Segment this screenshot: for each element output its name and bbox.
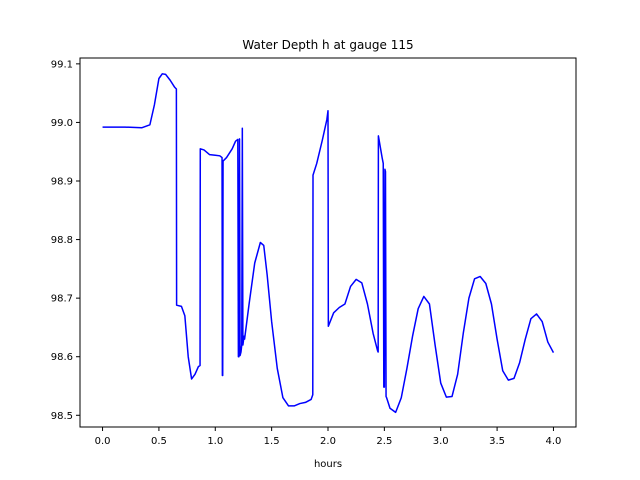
series-line-0: [102, 73, 555, 414]
x-axis: 0.0 0.5 1.0 1.5 2.0 2.5 3.0 3.5 4.0: [95, 427, 562, 447]
x-tick-label: 3.0: [433, 436, 449, 447]
y-tick-label: 99.0: [51, 118, 73, 129]
x-tick-label: 2.0: [320, 436, 336, 447]
plot-area: [102, 73, 555, 414]
y-tick-label: 98.8: [51, 235, 73, 246]
x-tick-label: 0.5: [151, 436, 167, 447]
x-tick-label: 3.5: [489, 436, 505, 447]
x-tick-label: 4.0: [546, 436, 562, 447]
y-tick-label: 98.7: [51, 294, 73, 305]
y-axis: 98.5 98.6 98.7 98.8 98.9 99.0 99.1: [51, 59, 80, 422]
y-tick-label: 98.9: [51, 177, 73, 188]
x-axis-label: hours: [314, 459, 342, 470]
chart-title: Water Depth h at gauge 115: [242, 38, 413, 52]
x-tick-label: 2.5: [376, 436, 392, 447]
y-tick-label: 99.1: [51, 59, 73, 70]
y-tick-label: 98.6: [51, 352, 73, 363]
x-tick-label: 1.5: [264, 436, 280, 447]
y-tick-label: 98.5: [51, 411, 73, 422]
x-tick-label: 0.0: [95, 436, 111, 447]
x-tick-label: 1.0: [207, 436, 223, 447]
